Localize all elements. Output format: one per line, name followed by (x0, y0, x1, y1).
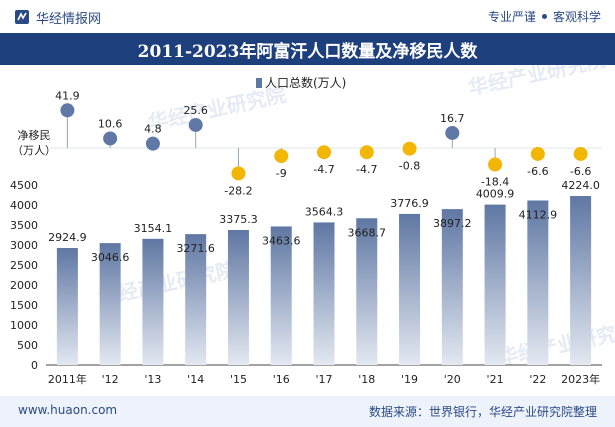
chart-area: 华经产业研究院华经产业研究院华经产业研究院华经产业研究院050010001500… (10, 65, 615, 386)
y-tick-label: 3000 (10, 239, 38, 252)
y-tick-label: 2000 (10, 279, 38, 292)
population-bar (570, 196, 592, 365)
x-tick-label: '19 (401, 373, 418, 386)
population-bar (142, 238, 164, 365)
x-tick-label: '13 (144, 373, 161, 386)
migration-dot-negative (488, 157, 503, 172)
watermark-text: 华经产业研究院 (146, 82, 288, 135)
data-source: 数据来源：世界银行，华经产业研究院整理 (368, 405, 597, 419)
migration-data-label: 10.6 (98, 117, 123, 130)
x-tick-label: '17 (315, 373, 332, 386)
y-tick-label: 500 (17, 339, 38, 352)
watermark-text: 华经产业研究院 (466, 65, 608, 100)
migration-data-label: -9 (276, 167, 287, 180)
migration-data-label: 4.8 (144, 123, 162, 136)
footer-url[interactable]: www.huaon.com (18, 403, 118, 417)
x-tick-label: 2011年 (48, 372, 87, 386)
brand: 华经情报网 (14, 7, 101, 27)
migration-data-label: -28.2 (224, 184, 252, 197)
top-bar: 华经情报网 专业严谨 客观科学 (0, 0, 615, 33)
population-bar (356, 218, 378, 365)
migration-data-label: -0.8 (399, 160, 420, 173)
huajing-logo-icon (15, 10, 29, 24)
migration-dot-positive (60, 103, 75, 118)
migration-dot-negative (402, 141, 417, 156)
population-bar (56, 248, 78, 365)
migration-data-label: -4.7 (313, 163, 334, 176)
population-data-label: 4009.9 (476, 188, 515, 201)
population-data-label: 3375.3 (219, 213, 258, 226)
migration-dot-negative (573, 146, 588, 161)
population-bar (484, 204, 506, 365)
migration-axis-label: 净移民 (18, 128, 51, 142)
x-tick-label: 2023年 (561, 372, 600, 386)
population-bar (270, 226, 292, 365)
x-tick-label: '15 (230, 373, 247, 386)
migration-dot-negative (359, 145, 374, 160)
y-tick-label: 4500 (10, 179, 38, 192)
slogan-1: 专业严谨 (487, 10, 536, 24)
population-data-label: 3154.1 (134, 222, 173, 235)
population-data-label: 3564.3 (305, 205, 344, 218)
population-data-label: 4112.9 (519, 208, 558, 221)
population-data-label: 3776.9 (390, 197, 429, 210)
population-bar (399, 213, 421, 365)
x-tick-label: '14 (187, 373, 204, 386)
chart-title: 2011-2023年阿富汗人口数量及净移民人数 (0, 33, 615, 65)
population-bar (99, 243, 121, 365)
population-bar (527, 200, 549, 365)
migration-data-label: 41.9 (55, 89, 80, 102)
population-bar (185, 234, 207, 365)
x-tick-label: '22 (529, 373, 546, 386)
migration-data-label: 16.7 (440, 112, 465, 125)
migration-dot-positive (188, 117, 203, 132)
population-bar (313, 222, 335, 365)
footer: www.huaon.com 数据来源：世界银行，华经产业研究院整理 (0, 396, 615, 427)
y-tick-label: 1000 (10, 319, 38, 332)
x-tick-label: '20 (444, 373, 461, 386)
y-tick-label: 2500 (10, 259, 38, 272)
y-tick-label: 1500 (10, 299, 38, 312)
migration-data-label: -6.6 (527, 165, 548, 178)
migration-dot-positive (145, 136, 160, 151)
y-tick-label: 0 (31, 359, 38, 372)
legend-label: 人口总数(万人) (265, 75, 346, 90)
brand-name: 华经情报网 (36, 11, 102, 27)
legend-swatch (256, 78, 262, 88)
population-data-label: 3463.6 (262, 234, 301, 247)
x-tick-label: '16 (273, 373, 290, 386)
population-data-label: 3271.6 (176, 242, 215, 255)
separator-dot-icon (541, 14, 547, 19)
top-slogan: 专业严谨 客观科学 (488, 8, 601, 25)
watermark-text: 华经产业研究院 (496, 317, 615, 370)
migration-data-label: -6.6 (570, 165, 591, 178)
x-tick-label: '12 (102, 373, 119, 386)
y-tick-label: 3500 (10, 219, 38, 232)
migration-axis-unit: （万人） (12, 144, 56, 157)
population-data-label: 3046.6 (91, 251, 130, 264)
migration-dot-positive (103, 131, 118, 146)
migration-data-label: 25.6 (183, 104, 208, 117)
slogan-2: 客观科学 (552, 10, 601, 24)
migration-data-label: -18.4 (481, 176, 509, 189)
y-tick-label: 4000 (10, 199, 38, 212)
migration-dot-negative (274, 149, 289, 164)
migration-dot-positive (445, 125, 460, 140)
x-tick-label: '21 (487, 373, 504, 386)
migration-dot-negative (530, 146, 545, 161)
population-bar (227, 229, 249, 365)
population-data-label: 3897.2 (433, 217, 472, 230)
x-tick-label: '18 (358, 373, 375, 386)
migration-data-label: -4.7 (356, 163, 377, 176)
population-data-label: 4224.0 (561, 179, 600, 192)
population-data-label: 2924.9 (48, 231, 87, 244)
population-data-label: 3668.7 (348, 226, 387, 239)
population-bar (441, 209, 463, 365)
migration-dot-negative (317, 145, 331, 160)
migration-dot-negative (231, 166, 246, 181)
